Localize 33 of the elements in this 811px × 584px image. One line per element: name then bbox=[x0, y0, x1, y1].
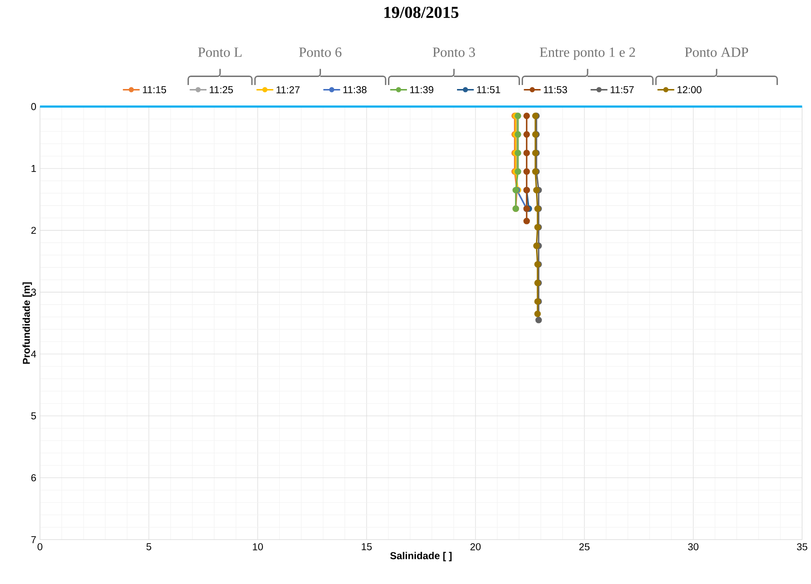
legend-label: 12:00 bbox=[678, 86, 702, 94]
x-tick-label: 25 bbox=[579, 543, 590, 551]
text: Ponto 3 bbox=[432, 48, 475, 58]
legend-label: 11:15 bbox=[142, 86, 166, 94]
legend-label: 11:27 bbox=[276, 86, 300, 94]
legend-label: 11:25 bbox=[210, 86, 233, 94]
y-tick-label: 5 bbox=[31, 412, 36, 420]
y-tick-label: 0 bbox=[31, 103, 36, 110]
y-tick-label: 6 bbox=[31, 474, 36, 482]
text: Ponto ADP bbox=[684, 48, 748, 58]
chart-title: 19/08/2015 bbox=[384, 6, 458, 18]
x-tick-label: 30 bbox=[688, 543, 698, 551]
legend-label: 11:57 bbox=[610, 86, 634, 94]
legend-label: 11:53 bbox=[544, 86, 568, 94]
legend-label: 11:39 bbox=[410, 86, 434, 94]
x-tick-label: 5 bbox=[146, 543, 152, 550]
y-tick-label: 7 bbox=[31, 536, 36, 544]
text: Ponto L bbox=[198, 48, 242, 58]
x-axis-title: Salinidade [ ] bbox=[390, 552, 452, 562]
x-tick-label: 20 bbox=[470, 543, 481, 551]
text: Entre ponto 1 e 2 bbox=[540, 48, 635, 60]
x-tick-label: 10 bbox=[252, 543, 263, 551]
y-tick-label: 1 bbox=[32, 165, 36, 172]
x-tick-label: 0 bbox=[38, 543, 42, 551]
text: Ponto 6 bbox=[299, 48, 342, 58]
y-tick-label: 3 bbox=[31, 288, 36, 296]
x-tick-label: 15 bbox=[362, 543, 372, 550]
y-tick-label: 2 bbox=[31, 227, 36, 234]
y-tick-label: 4 bbox=[31, 350, 36, 358]
legend-label: 11:38 bbox=[343, 86, 366, 94]
x-tick-label: 35 bbox=[796, 543, 808, 551]
y-axis-title: Profundidade [m] bbox=[22, 282, 32, 364]
legend-label: 11:51 bbox=[477, 86, 500, 94]
